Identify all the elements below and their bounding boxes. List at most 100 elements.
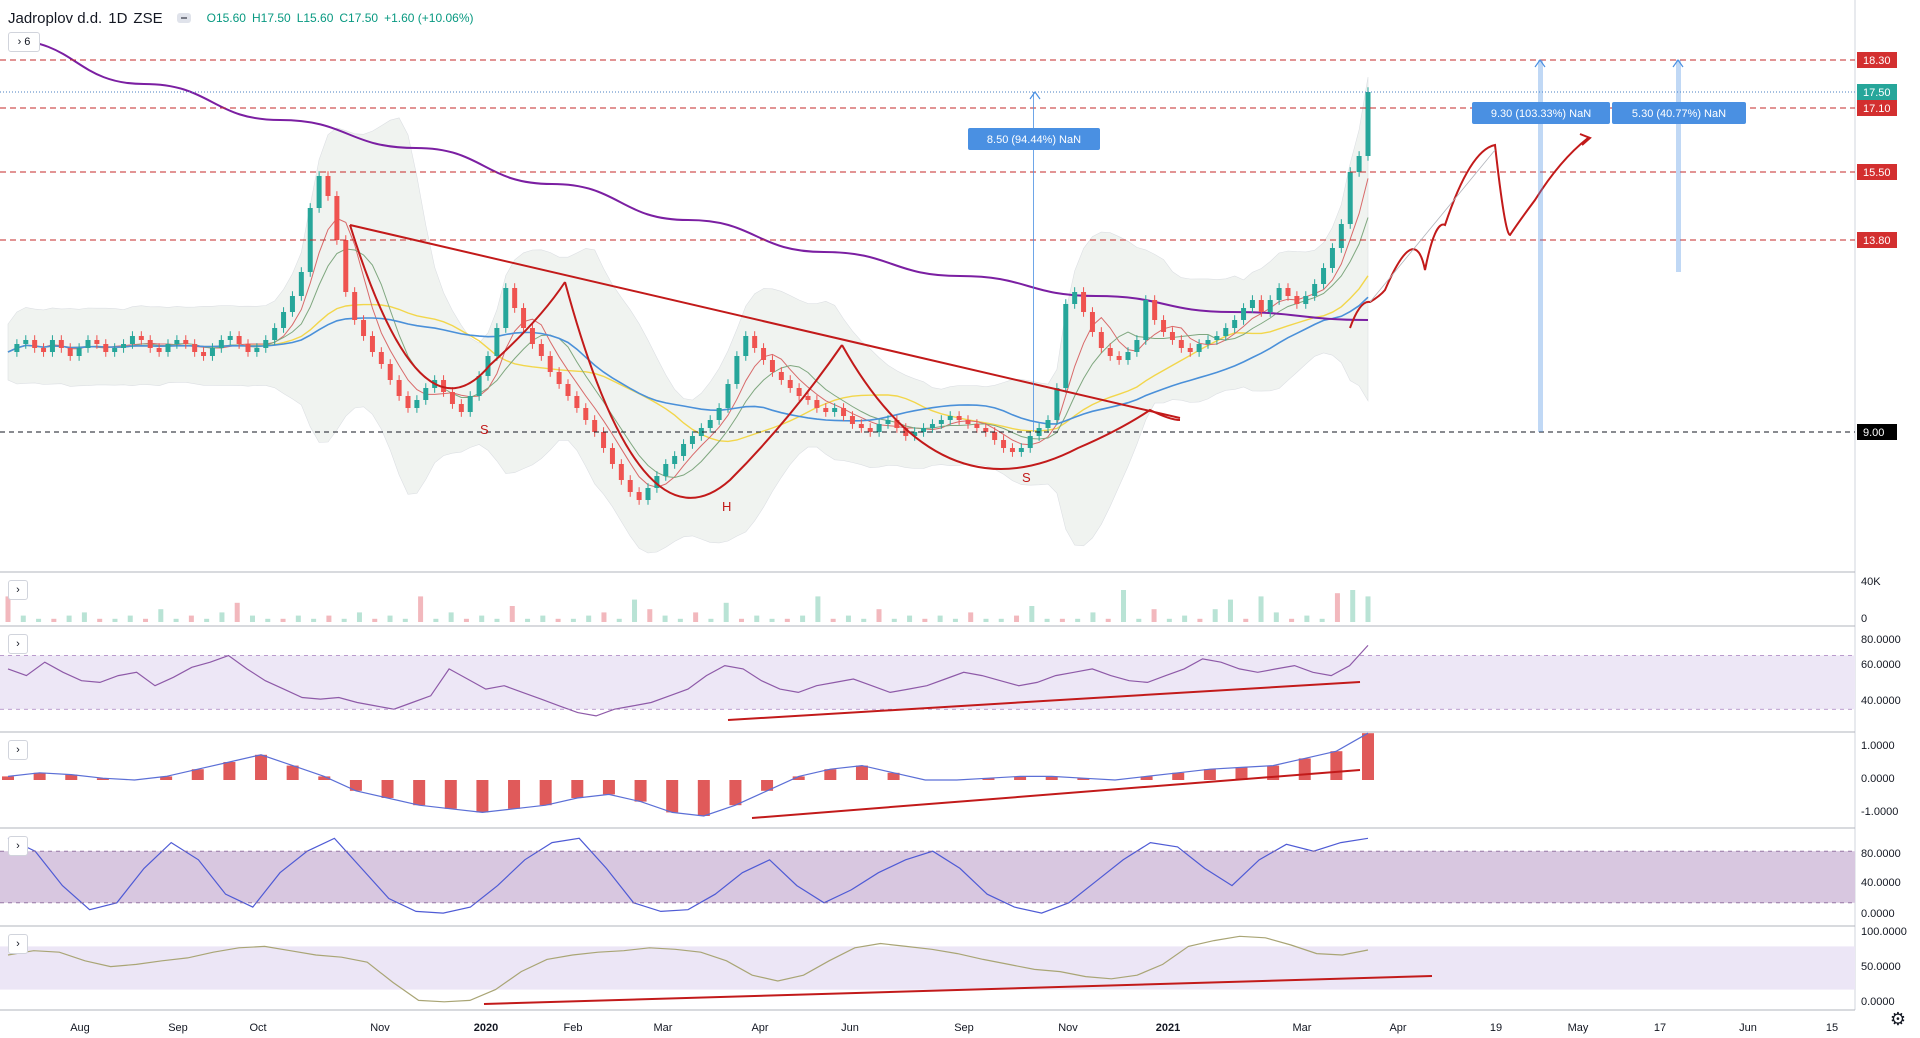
macd-hist: [634, 780, 647, 802]
time-axis-label: Oct: [249, 1022, 266, 1034]
macd-hist: [413, 780, 426, 806]
volume-bar: [708, 618, 714, 622]
gear-icon[interactable]: ⚙: [1889, 1009, 1906, 1029]
macd-hist: [761, 780, 774, 791]
volume-bar: [219, 612, 225, 622]
measure-arrowhead: [1672, 58, 1684, 68]
time-axis-label: May: [1568, 1022, 1589, 1034]
volume-bar: [922, 618, 928, 622]
macd-hist: [982, 778, 995, 780]
volume-bar: [1212, 609, 1218, 622]
volume-bar: [127, 615, 133, 622]
pane-axis-label: 80.0000: [1861, 848, 1901, 860]
volume-bar: [143, 618, 149, 622]
candle-body: [1329, 248, 1335, 268]
candle-body: [272, 328, 278, 340]
pane-toggle-stochastic[interactable]: ›: [8, 836, 28, 856]
candle-body: [361, 320, 367, 336]
volume-bar: [1273, 612, 1279, 622]
volume-bar: [280, 618, 286, 622]
candle-body: [956, 416, 962, 420]
volume-bar: [173, 618, 179, 622]
osc-line: [7, 935, 1369, 1003]
macd-hist: [855, 765, 868, 780]
candle-body: [921, 428, 927, 432]
chevron-right-icon: ›: [16, 638, 20, 650]
candle-body: [1169, 332, 1175, 340]
measure-arrowhead: [1029, 90, 1041, 100]
stoch-band: [0, 851, 1855, 903]
pane-toggle-volume[interactable]: ›: [8, 580, 28, 600]
macd-line: [7, 732, 1369, 817]
volume-bar: [1044, 618, 1050, 622]
macd-hist: [191, 769, 204, 780]
candle-body: [1294, 296, 1300, 304]
volume-bar: [952, 618, 958, 622]
pane-axis-label: 60.0000: [1861, 659, 1901, 671]
rsi-line: [7, 644, 1369, 717]
time-axis-label: 2021: [1156, 1022, 1180, 1034]
candle-body: [441, 380, 447, 392]
candle-body: [1027, 436, 1033, 448]
volume-bar: [188, 615, 194, 622]
candle-body: [761, 348, 767, 360]
candle-body: [841, 408, 847, 416]
macd-hist: [1045, 776, 1058, 780]
candle-body: [32, 340, 38, 348]
candle-body: [1365, 92, 1371, 156]
volume-bar: [555, 618, 561, 622]
volume-bar: [1243, 618, 1249, 622]
pane-toggle-macd[interactable]: ›: [8, 740, 28, 760]
candle-body: [858, 424, 864, 428]
candle-body: [681, 444, 687, 456]
indicators-toggle-button[interactable]: › 6: [8, 32, 40, 52]
volume-bar: [1258, 596, 1264, 622]
volume-bar: [341, 618, 347, 622]
pane-toggle-oscillator[interactable]: ›: [8, 934, 28, 954]
volume-bar: [525, 618, 531, 622]
candle-body: [1303, 296, 1309, 304]
candle-body: [334, 196, 340, 240]
candle-body: [849, 416, 855, 424]
chevron-right-icon: ›: [16, 584, 20, 596]
macd-trendline: [751, 769, 1361, 819]
candle-body: [529, 328, 535, 344]
volume-bar: [36, 618, 42, 622]
candle-body: [1347, 172, 1353, 224]
candle-body: [894, 420, 900, 428]
candle-body: [965, 420, 971, 424]
candle-body: [325, 176, 331, 196]
volume-bar: [647, 609, 653, 622]
volume-bar: [1319, 618, 1325, 622]
candle-body: [1321, 268, 1327, 284]
candle-body: [458, 404, 464, 412]
ohlc-values: O15.60 H17.50 L15.60 C17.50 +1.60 (+10.0…: [207, 11, 474, 25]
interval[interactable]: 1D: [108, 9, 128, 27]
symbol-name[interactable]: Jadroplov d.d.: [8, 9, 103, 27]
volume-bar: [1350, 590, 1356, 622]
candle-body: [156, 348, 162, 352]
exchange: ZSE: [133, 9, 163, 27]
candle-body: [67, 348, 73, 356]
volume-bar: [784, 618, 790, 622]
price-label: 18.30: [1863, 55, 1891, 67]
pane-toggle-rsi[interactable]: ›: [8, 634, 28, 654]
volume-bar: [769, 618, 775, 622]
macd-hist: [666, 780, 679, 813]
candle-body: [876, 424, 882, 432]
time-axis-label: Sep: [954, 1022, 974, 1034]
candle-body: [85, 340, 91, 348]
candle-body: [76, 348, 82, 356]
candle-body: [405, 396, 411, 408]
pane-axis-label: 80.0000: [1861, 634, 1901, 646]
candle-body: [1116, 356, 1122, 360]
candle-body: [983, 428, 989, 432]
volume-bar: [463, 618, 469, 622]
candle-body: [1223, 328, 1229, 336]
candle-body: [1152, 300, 1158, 320]
volume-bar: [372, 618, 378, 622]
visibility-icon[interactable]: [176, 13, 191, 23]
time-axis-label: Apr: [751, 1022, 768, 1034]
right-shoulder-curve: [841, 344, 1181, 470]
